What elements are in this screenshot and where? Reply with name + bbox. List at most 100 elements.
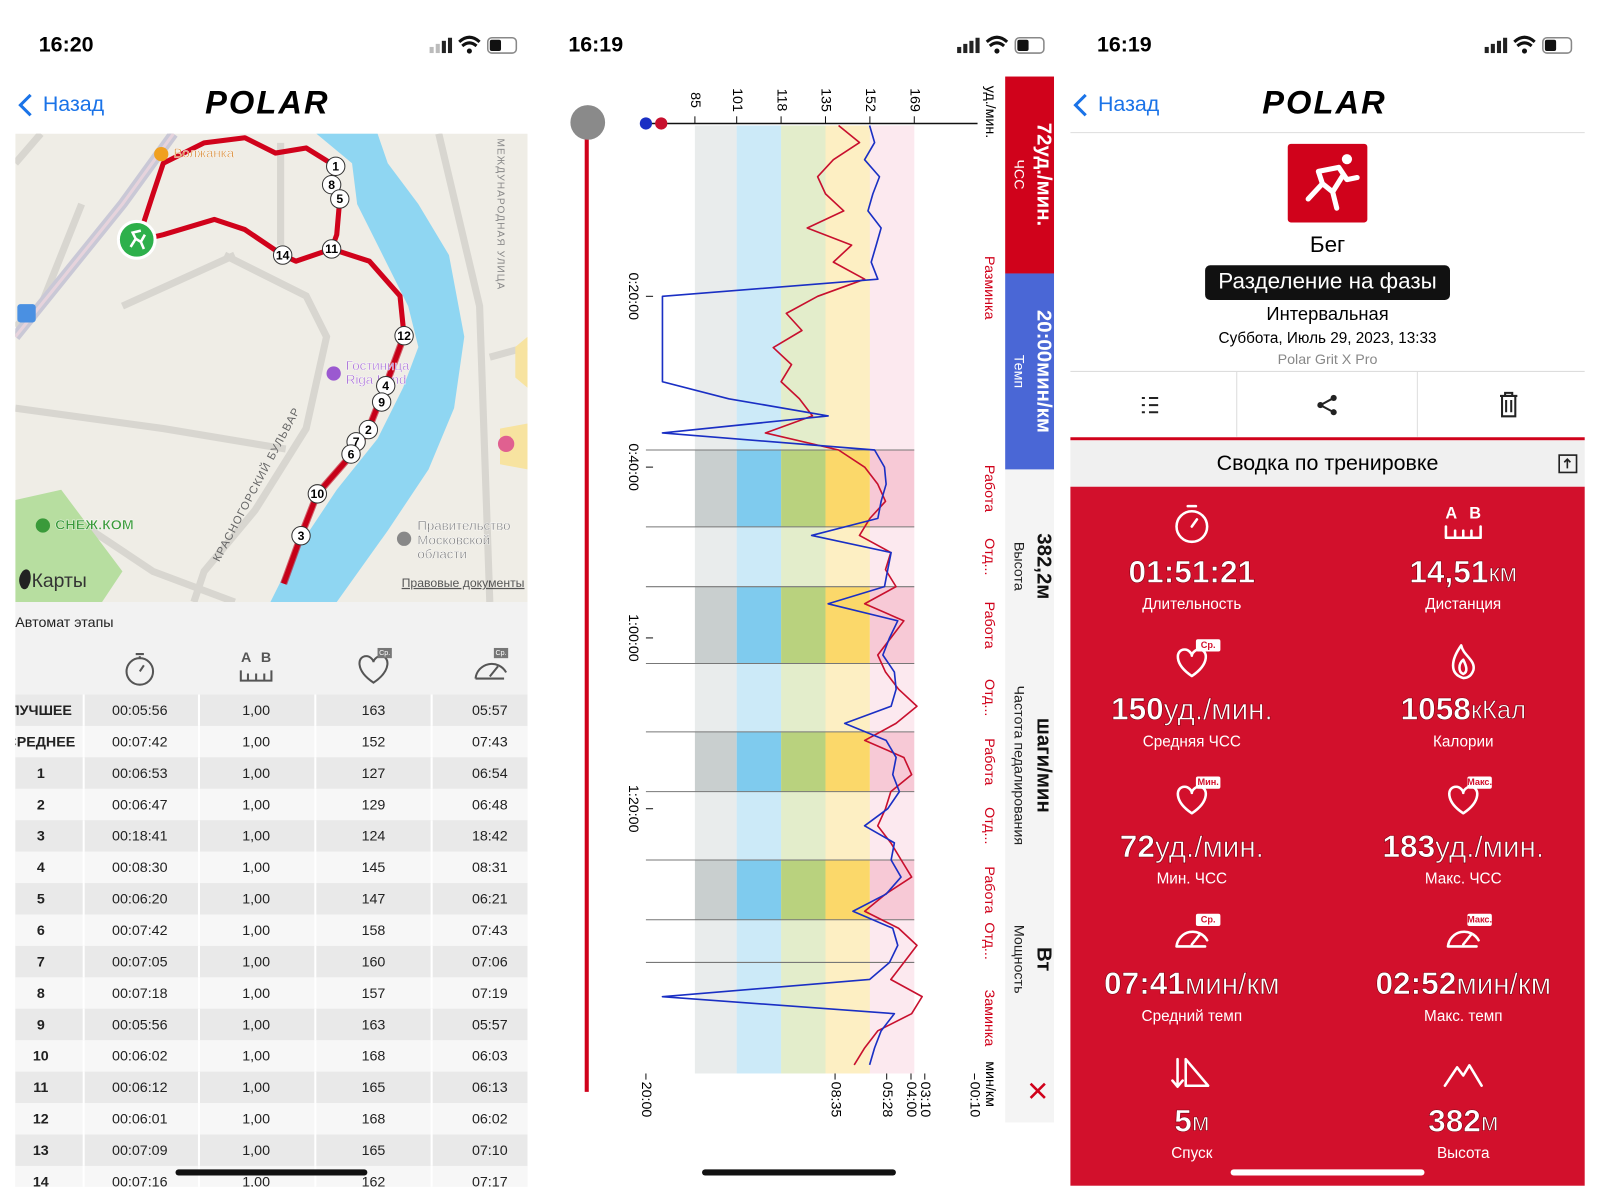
table-cell: 145	[362, 860, 386, 876]
lap-label: ЛУЧШЕЕ	[10, 703, 72, 719]
pace-tick-label: 08:35	[827, 1082, 843, 1118]
phase-button[interactable]	[1205, 265, 1450, 300]
back-arrow[interactable]	[18, 93, 32, 117]
distance-icon-label: A B	[241, 650, 271, 666]
phase-label: Отд...	[981, 922, 997, 959]
lap-label: 13	[33, 1143, 49, 1159]
map-place-label: СНЕЖ.КОМ	[55, 517, 134, 533]
map-place-label: области	[417, 547, 467, 562]
table-cell: 168	[362, 1112, 386, 1128]
legal-link[interactable]: Правовые документы	[402, 576, 525, 590]
table-cell: 158	[362, 923, 386, 939]
share-button[interactable]	[1317, 394, 1337, 416]
back-arrow[interactable]	[1073, 93, 1087, 117]
badge	[1195, 913, 1221, 927]
gauge-icon	[474, 662, 508, 680]
hr-zone-band	[694, 962, 737, 1074]
date: Суббота, Июль 29, 2023, 13:33	[1219, 330, 1437, 347]
chart: Разминка Работа Отд... Работа Отд... Работа От…	[625, 86, 998, 1118]
stat-icon	[1443, 1064, 1483, 1087]
table-cell: 165	[362, 1080, 386, 1096]
badge	[1195, 776, 1221, 789]
table-cell: 1,00	[242, 766, 270, 782]
stat-icon	[1175, 504, 1209, 544]
badge	[1195, 639, 1221, 652]
phase-label: Работа	[981, 602, 997, 649]
pace-axis-label: мин/км	[982, 1061, 998, 1107]
table-cell: 07:06	[472, 954, 508, 970]
lap-label: 11	[33, 1080, 48, 1096]
hr-zone-band	[781, 962, 826, 1074]
stat-value: 1058кКал	[1401, 691, 1526, 727]
stat-label: Макс. ЧСС	[1425, 871, 1502, 888]
hr-zone-band	[825, 859, 870, 920]
hr-zone-band	[736, 859, 782, 920]
hr-zone-band	[825, 919, 870, 963]
table-cell: 00:07:05	[112, 954, 168, 970]
back-button[interactable]: Назад	[43, 92, 105, 116]
status-time: 16:20	[39, 33, 94, 57]
table-cell: 152	[362, 734, 386, 750]
ruler-icon	[239, 670, 273, 682]
table-cell: 06:48	[472, 797, 508, 813]
hr-zone-band	[694, 663, 737, 732]
badge-label: Макс.	[1467, 914, 1492, 924]
lap-label: 1	[37, 766, 45, 782]
table-cell: 165	[362, 1143, 386, 1159]
hr-tick-label: 118	[773, 89, 789, 112]
home-indicator	[1230, 1169, 1425, 1176]
hr-zone-band	[825, 731, 870, 792]
phase-label: Отд...	[981, 538, 997, 575]
export-button[interactable]	[1558, 454, 1578, 474]
distance-icon-label: A B	[1445, 505, 1481, 523]
status-time: 16:19	[568, 33, 623, 57]
table-cell: 1,00	[242, 1080, 270, 1096]
heart-icon	[358, 655, 389, 684]
route-marker-label: 1	[332, 160, 339, 174]
stat-unit: уд./мин.	[1435, 831, 1544, 864]
table-cell: 07:43	[472, 923, 508, 939]
lap-label: 4	[37, 860, 45, 876]
scrubber-handle[interactable]	[570, 105, 606, 140]
route-marker	[394, 326, 414, 346]
hr-tab[interactable]	[1005, 76, 1055, 274]
logo: POLAR	[1262, 84, 1386, 121]
list-button[interactable]	[1141, 396, 1159, 414]
stat-unit: км	[1488, 559, 1517, 587]
back-button[interactable]: Назад	[1098, 92, 1160, 116]
table-cell: 1,00	[242, 734, 270, 750]
stat-number: 183	[1382, 828, 1435, 864]
map-place-label: Гостиница	[346, 358, 410, 373]
table-cell: 08:31	[472, 860, 508, 876]
table-row	[15, 1008, 528, 1041]
phase-button-label[interactable]: Разделение на фазы	[1218, 269, 1436, 294]
route-marker-label: 9	[378, 395, 385, 409]
delete-button[interactable]	[1500, 391, 1518, 418]
route-marker	[326, 156, 346, 177]
table-row	[15, 945, 528, 978]
lap-label: 14	[33, 1174, 49, 1190]
table-row	[15, 1103, 528, 1135]
table-cell: 00:06:12	[112, 1080, 168, 1096]
tab-value: 382,2м	[1032, 533, 1054, 599]
pace-tab[interactable]	[1005, 273, 1055, 470]
table-cell: 1,00	[242, 829, 270, 845]
route-marker-label: 2	[365, 423, 372, 437]
table-cell: 1,00	[242, 1049, 270, 1065]
close-button[interactable]	[1029, 1082, 1046, 1099]
lap-label: 10	[33, 1049, 49, 1065]
table-cell: 00:06:47	[112, 797, 168, 813]
table-cell: 00:07:42	[112, 923, 168, 939]
route-marker-label: 11	[325, 242, 338, 256]
street-label: МЕЖДУНАРОДНАЯ УЛИЦА	[494, 138, 505, 290]
table-cell: 163	[362, 1017, 386, 1033]
hr-tick-label: 101	[729, 88, 745, 112]
badge	[493, 647, 509, 659]
table-cell: 00:07:18	[112, 986, 168, 1002]
status-icons	[429, 35, 518, 54]
table-cell: 07:43	[472, 734, 508, 750]
table-cell: 00:05:56	[112, 1017, 168, 1033]
time-tick-label: 1:20:00	[625, 785, 641, 833]
